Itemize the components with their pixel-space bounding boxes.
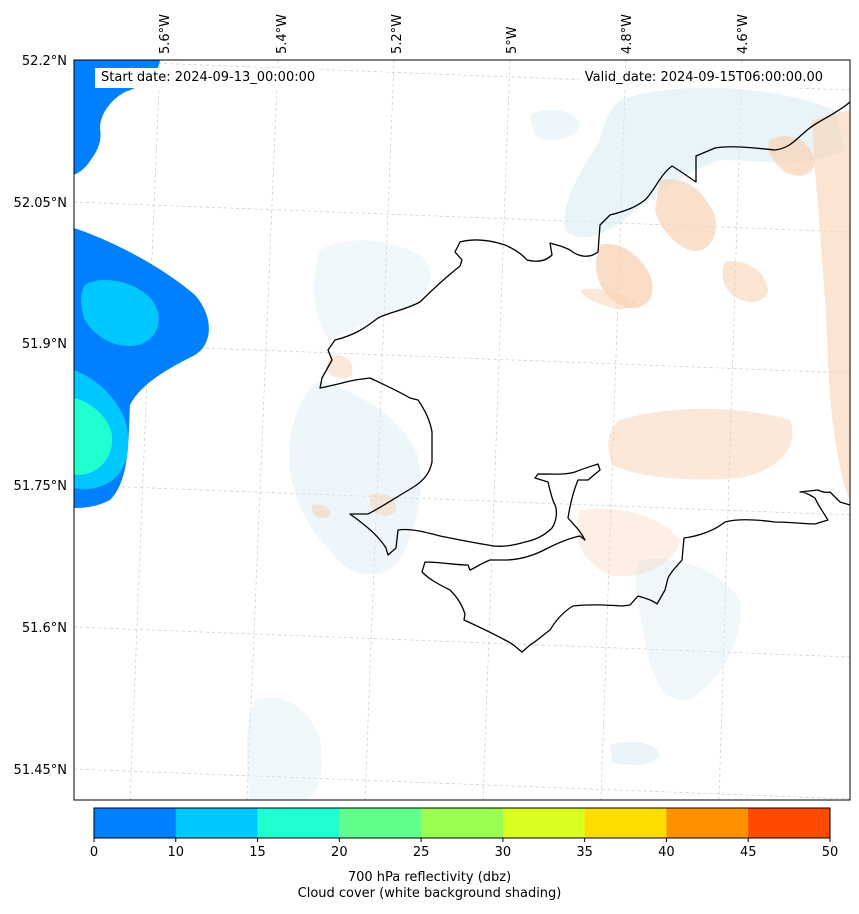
cloud-shading-orange	[312, 110, 850, 576]
colorbar-tick-label: 10	[168, 845, 185, 860]
lon-label: 4.6°W	[736, 14, 751, 54]
orange-patch-5	[722, 261, 768, 302]
cloud-patch-south	[246, 697, 322, 800]
orange-patch-7	[576, 508, 680, 576]
lat-label: 52.05°N	[14, 196, 67, 211]
colorbar-frame	[93, 807, 831, 839]
cloud-patch-small	[610, 741, 660, 766]
echo-core-3	[74, 398, 113, 475]
colorbar-segment	[94, 808, 177, 838]
lat-label: 51.75°N	[14, 479, 67, 494]
start-date-label: Start date: 2024-09-13_00:00:00	[95, 68, 322, 88]
lon-label: 5.6°W	[158, 14, 173, 54]
colorbar-tick-label: 20	[331, 845, 348, 860]
colorbar-segment	[257, 808, 340, 838]
cloud-shading-blue	[246, 87, 845, 800]
orange-patch-8	[326, 354, 353, 379]
reflectivity-15-20	[74, 398, 113, 475]
colorbar-title: 700 hPa reflectivity (dbz) Cloud cover (…	[0, 870, 859, 902]
colorbar: 0 10 15 20 25 30 35 40 45 50	[90, 807, 839, 860]
cloud-patch-north	[530, 109, 580, 141]
lat-label: 52.2°N	[22, 54, 67, 69]
echo-nw	[74, 60, 160, 175]
colorbar-tick-label: 50	[822, 845, 839, 860]
orange-patch-1	[655, 179, 716, 251]
colorbar-segment	[748, 808, 831, 838]
colorbar-segment	[502, 808, 586, 838]
colorbar-title-line1: 700 hPa reflectivity (dbz)	[347, 870, 512, 885]
colorbar-segment	[339, 808, 422, 838]
orange-patch-6	[580, 288, 640, 310]
colorbar-segment	[175, 808, 259, 838]
coastline	[319, 101, 850, 653]
lon-label: 5.2°W	[390, 14, 405, 54]
lon-label: 4.8°W	[620, 14, 635, 54]
map-layers	[74, 60, 850, 800]
orange-patch-4	[608, 408, 793, 480]
colorbar-segment	[421, 808, 504, 838]
orange-patch-9	[312, 504, 331, 518]
lon-label: 5.4°W	[275, 14, 290, 54]
colorbar-title-line2: Cloud cover (white background shading)	[297, 886, 562, 901]
cloud-patch-mid	[289, 380, 421, 575]
colorbar-segment	[584, 808, 667, 838]
colorbar-tick-label: 15	[249, 845, 266, 860]
lat-label: 51.45°N	[14, 763, 67, 778]
colorbar-tick-label: 30	[495, 845, 512, 860]
cloud-patch-center	[314, 240, 431, 340]
echo-core-1	[81, 280, 159, 346]
orange-patch-east	[812, 110, 850, 500]
cloud-patch-ne	[564, 87, 845, 238]
lat-label: 51.6°N	[22, 621, 67, 636]
colorbar-tick-label: 35	[576, 845, 593, 860]
latitude-labels: 52.2°N 52.05°N 51.9°N 51.75°N 51.6°N 51.…	[14, 54, 67, 778]
longitude-labels: 5.6°W 5.4°W 5.2°W 5°W 4.8°W 4.6°W	[158, 14, 751, 54]
colorbar-tick-label: 45	[740, 845, 757, 860]
orange-patch-10	[370, 493, 396, 516]
valid-date-label: Valid_date: 2024-09-15T06:00:00.00	[578, 68, 829, 88]
colorbar-segment	[666, 808, 749, 838]
orange-patch-3	[768, 136, 815, 176]
lon-label: 5°W	[505, 26, 520, 54]
colorbar-tick-label: 25	[413, 845, 430, 860]
colorbar-tick-label: 40	[658, 845, 675, 860]
map-frame	[73, 59, 851, 801]
lat-label: 51.9°N	[22, 337, 67, 352]
colorbar-tick-label: 0	[90, 845, 98, 860]
